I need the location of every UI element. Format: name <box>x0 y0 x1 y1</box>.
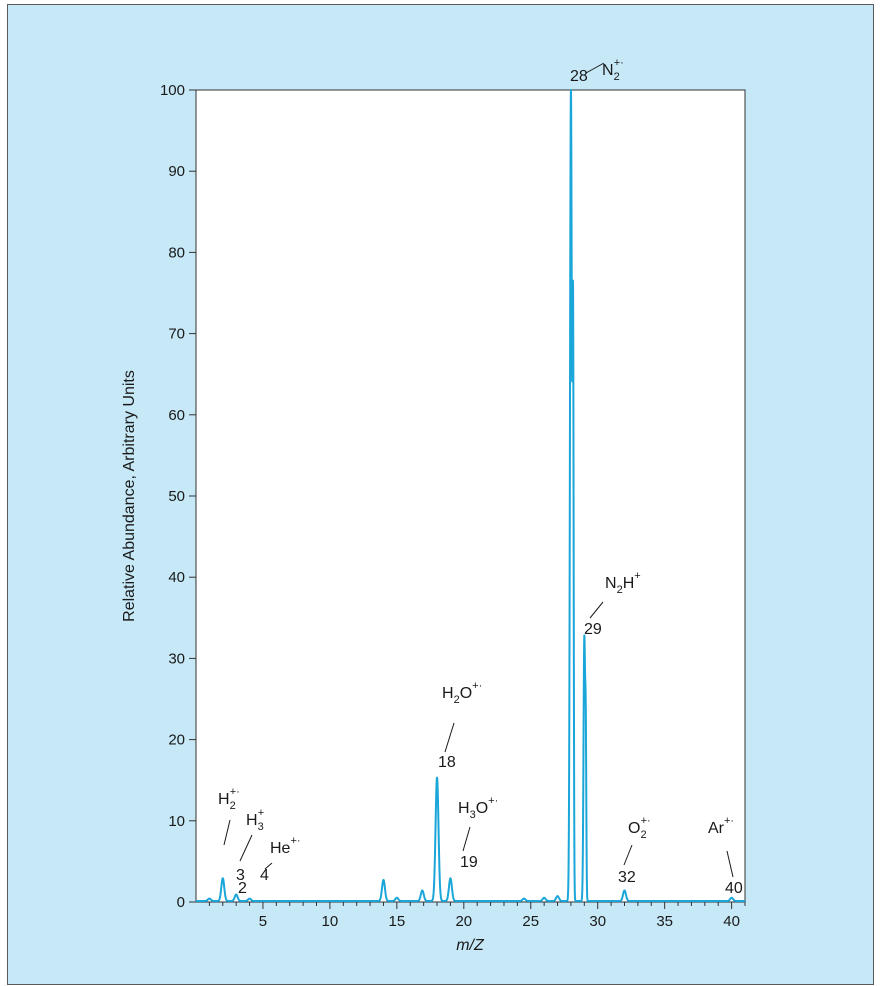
ion-formula-label: H3 + <box>246 807 264 833</box>
ion-tail: H <box>623 575 635 592</box>
peak-annotation: 2H2+· <box>218 786 247 897</box>
peak-annotation: 19 H3O+· <box>458 795 498 871</box>
peak-mz-label: 32 <box>618 869 636 886</box>
leader-line <box>462 826 471 852</box>
peak-mz-label: 4 <box>260 867 269 884</box>
ion-base: H <box>246 812 258 829</box>
x-tick-label: 5 <box>259 913 267 930</box>
y-axis-title: Relative Abundance, Arbitrary Units <box>121 370 138 622</box>
ion-formula-label: H2 +· <box>218 786 240 812</box>
plot-area <box>195 89 746 903</box>
peak-mz-label: 29 <box>584 621 602 638</box>
leader-line <box>223 819 231 846</box>
peak-annotation: 4He+· <box>260 835 301 884</box>
peak-annotation: 28 N2 +· <box>570 57 624 85</box>
leader-line <box>444 722 455 753</box>
x-axis-title: m/Z <box>456 937 485 954</box>
peak-annotation: 18 H2O+· <box>438 680 482 771</box>
ion-subscript: 2 <box>640 829 646 841</box>
x-tick-label: 20 <box>455 913 472 930</box>
leader-line <box>585 62 605 74</box>
ion-charge: +· <box>724 815 734 827</box>
peak-mz-label: 40 <box>725 880 743 897</box>
leader-line <box>623 844 633 866</box>
axes: 0 10 20 30 40 50 60 70 80 90 100 5 10 15 20 25 30 35 40 <box>160 82 746 930</box>
ion-charge: +· <box>488 795 498 807</box>
y-tick-label: 70 <box>168 326 185 343</box>
ion-formula-label: Ar+· <box>708 815 734 837</box>
ion-charge: +· <box>290 835 300 847</box>
peak-annotation: 40 Ar+· <box>708 815 743 897</box>
peak-annotation: 29 N2H+ <box>584 570 641 638</box>
leader-line <box>589 601 604 619</box>
y-tick-label: 60 <box>168 407 185 424</box>
ion-subscript: 2 <box>617 584 623 596</box>
ion-formula-label: N2H+ <box>605 570 641 596</box>
ion-formula-label: He+· <box>270 835 301 857</box>
peak-mz-label: 19 <box>460 854 478 871</box>
leader-line <box>239 834 253 862</box>
y-tick-label: 30 <box>168 650 185 667</box>
ion-base: Ar <box>708 820 725 837</box>
ion-charge: +· <box>614 57 624 69</box>
x-tick-label: 40 <box>723 913 740 930</box>
ion-formula-label: H3O+· <box>458 795 498 821</box>
ion-formula-label: H2O+· <box>442 680 482 706</box>
x-tick-label: 35 <box>656 913 673 930</box>
ion-subscript: 3 <box>258 821 264 833</box>
ion-subscript: 3 <box>470 809 476 821</box>
ion-base: H <box>458 800 470 817</box>
ion-tail: O <box>460 685 472 702</box>
y-tick-label: 0 <box>177 894 185 911</box>
ion-charge: + <box>634 570 640 582</box>
x-tick-label: 25 <box>522 913 539 930</box>
peak-mz-label: 2 <box>238 880 247 897</box>
ion-base: H <box>218 791 230 808</box>
peak-annotation: 32 O2 +· <box>618 815 651 886</box>
ion-charge: +· <box>472 680 482 692</box>
ion-base: N <box>605 575 617 592</box>
peak-mz-label: 3 <box>236 867 245 884</box>
x-tick-label: 10 <box>322 913 339 930</box>
ion-base: N <box>602 62 614 79</box>
ion-formula-label: N2 +· <box>602 57 624 83</box>
spectrum-line <box>195 89 746 903</box>
ion-base: H <box>442 685 454 702</box>
ion-subscript: 2 <box>614 71 620 83</box>
ion-subscript: 2 <box>230 800 236 812</box>
y-tick-label: 80 <box>168 244 185 261</box>
ion-charge: + <box>258 807 264 819</box>
ion-tail: O <box>476 800 488 817</box>
ion-base: He <box>270 840 291 857</box>
y-tick-label: 50 <box>168 488 185 505</box>
leader-line <box>726 850 734 878</box>
y-tick-label: 40 <box>168 569 185 586</box>
y-tick-label: 10 <box>168 813 185 830</box>
peak-annotation: 3H3+ <box>236 807 264 884</box>
y-tick-label: 100 <box>160 82 185 99</box>
y-tick-label: 20 <box>168 732 185 749</box>
peak-mz-label: 18 <box>438 754 456 771</box>
peak-mz-label: 28 <box>570 68 588 85</box>
x-tick-label: 30 <box>589 913 606 930</box>
ion-subscript: 2 <box>454 694 460 706</box>
ion-formula-label: O2 +· <box>628 815 651 841</box>
ion-base: O <box>628 820 640 837</box>
ion-charge: +· <box>641 815 651 827</box>
ion-charge: +· <box>230 786 240 798</box>
leader-line <box>264 862 273 870</box>
x-tick-label: 15 <box>389 913 406 930</box>
y-tick-label: 90 <box>168 163 185 180</box>
